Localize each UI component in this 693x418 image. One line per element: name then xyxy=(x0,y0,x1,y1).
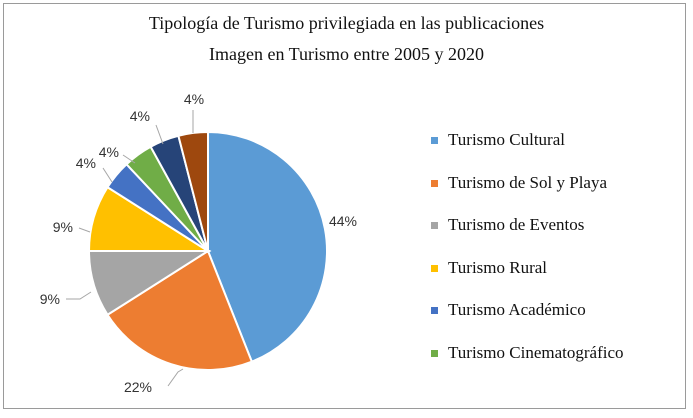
legend-label-5: Turismo Académico xyxy=(448,300,586,319)
data-label-1: 44% xyxy=(329,213,357,229)
pie-slice-1 xyxy=(207,130,328,363)
legend-label-1: Turismo Cultural xyxy=(448,130,565,149)
legend-swatch-5 xyxy=(431,307,438,314)
leader-line-5 xyxy=(102,167,113,183)
legend-swatch-1 xyxy=(431,137,438,144)
data-label-7: 4% xyxy=(130,108,150,124)
data-label-8: 4% xyxy=(184,91,204,107)
data-label-2: 22% xyxy=(124,379,152,395)
leader-line-2 xyxy=(167,368,184,387)
legend-label-2: Turismo de Sol y Playa xyxy=(448,173,608,192)
legend-label-6: Turismo Cinematográfico xyxy=(448,343,624,362)
data-label-3: 9% xyxy=(40,291,60,307)
legend-item-2: Turismo de Sol y Playa xyxy=(431,173,628,193)
legend-swatch-3 xyxy=(431,222,438,229)
chart-subtitle: Imagen en Turismo entre 2005 y 2020 xyxy=(209,44,484,64)
legend-item-1: Turismo Cultural xyxy=(431,130,628,150)
pie-slice-2 xyxy=(106,249,254,371)
legend-swatch-6 xyxy=(431,350,438,357)
legend-item-4: Turismo Rural xyxy=(431,258,628,278)
data-label-5: 4% xyxy=(76,155,96,171)
leader-line-6 xyxy=(122,154,136,164)
leader-line-4 xyxy=(78,227,91,233)
leader-line-3 xyxy=(66,291,92,300)
legend-item-6: Turismo Cinematográfico xyxy=(431,343,628,363)
data-label-6: 4% xyxy=(99,144,119,160)
legend-label-4: Turismo Rural xyxy=(448,258,548,277)
legend-label-3: Turismo de Eventos xyxy=(448,215,585,234)
legend-item-5: Turismo Académico xyxy=(431,300,628,320)
legend-swatch-4 xyxy=(431,265,438,272)
chart-title: Tipología de Turismo privilegiada en las… xyxy=(148,13,545,33)
leader-line-7 xyxy=(155,124,164,145)
data-label-4: 9% xyxy=(53,219,73,235)
legend-item-3: Turismo de Eventos xyxy=(431,215,628,235)
legend-swatch-2 xyxy=(431,180,438,187)
